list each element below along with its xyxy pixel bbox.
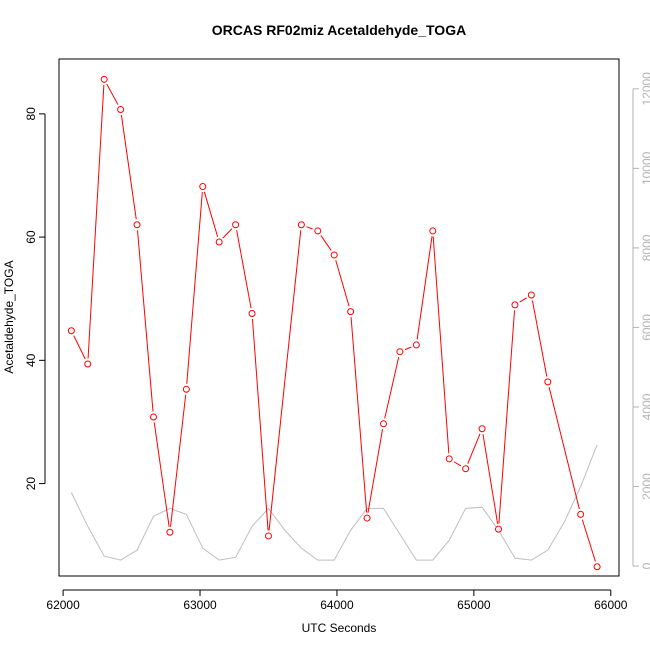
x-axis: 62000 63000 64000 65000 66000	[46, 589, 628, 612]
primary-series-segment	[153, 422, 170, 527]
data-point	[462, 465, 470, 473]
y2-tick-label: 12000	[640, 72, 650, 106]
data-point	[593, 563, 601, 571]
data-point	[363, 514, 371, 522]
y-tick-label: 80	[24, 107, 38, 121]
y2-tick-label: 0	[640, 562, 650, 569]
y-axis-left: 20 40 60 80	[24, 107, 46, 491]
primary-series-segment	[120, 114, 137, 220]
primary-series-segment	[416, 236, 433, 340]
data-point	[117, 106, 125, 114]
data-point	[215, 238, 223, 246]
data-point	[248, 309, 256, 317]
data-point	[379, 420, 387, 428]
data-point	[347, 308, 355, 316]
primary-series-segment	[186, 191, 203, 384]
y2-tick-label: 10000	[640, 151, 650, 185]
data-point	[429, 227, 437, 235]
x-tick-label: 65000	[457, 598, 491, 612]
primary-series-segment	[251, 318, 269, 531]
primary-series-segment	[306, 226, 313, 230]
primary-series-segment	[482, 434, 499, 524]
data-point	[330, 251, 338, 259]
y-tick-label: 60	[24, 230, 38, 244]
y2-tick-label: 6000	[640, 314, 650, 341]
primary-series-segment	[404, 346, 412, 351]
y-axis-right: 0 2000 4000 6000 8000 10000 12000	[632, 72, 650, 569]
primary-series-segment	[137, 230, 154, 412]
primary-series-segment	[268, 230, 302, 531]
primary-series-segment	[548, 387, 580, 510]
primary-series-segment	[367, 429, 384, 513]
data-point	[396, 348, 404, 356]
y2-tick-label: 2000	[640, 473, 650, 500]
primary-series-layer	[67, 75, 601, 571]
y-tick-label: 40	[24, 353, 38, 367]
data-point	[100, 75, 108, 83]
primary-series-segment	[335, 260, 350, 307]
primary-series-segment	[467, 433, 481, 464]
data-point	[577, 510, 585, 518]
data-point	[166, 528, 174, 536]
y-axis-label: Acetaldehyde_TOGA	[2, 260, 16, 373]
data-point	[478, 425, 486, 433]
x-tick-label: 64000	[320, 598, 354, 612]
x-tick-label: 63000	[183, 598, 217, 612]
data-point	[149, 413, 157, 421]
secondary-series-line	[70, 444, 598, 561]
chart-title: ORCAS RF02miz Acetaldehyde_TOGA	[212, 22, 466, 38]
data-point	[133, 221, 141, 229]
secondary-series-layer	[70, 444, 598, 561]
y-tick-label: 20	[24, 477, 38, 491]
data-point	[314, 227, 322, 235]
data-point	[297, 221, 305, 229]
x-tick-label: 66000	[594, 598, 628, 612]
y2-tick-label: 8000	[640, 234, 650, 261]
primary-series-segment	[350, 317, 368, 513]
data-point	[445, 455, 453, 463]
data-point	[199, 183, 207, 191]
data-point	[527, 291, 535, 299]
primary-series-segment	[203, 191, 219, 237]
primary-series-segment	[73, 335, 86, 360]
data-point	[412, 341, 420, 349]
primary-series-segment	[519, 297, 527, 303]
plot-box	[58, 58, 620, 577]
primary-series-segment	[222, 228, 233, 239]
data-point	[232, 221, 240, 229]
primary-series-segment	[87, 84, 105, 359]
x-tick-label: 62000	[46, 598, 80, 612]
data-point	[84, 360, 92, 368]
x-axis-label: UTC Seconds	[302, 621, 377, 635]
primary-series-segment	[581, 519, 596, 562]
data-point	[264, 532, 272, 540]
data-point	[495, 525, 503, 533]
primary-series-segment	[453, 461, 462, 467]
data-point	[544, 378, 552, 386]
data-point	[511, 301, 519, 309]
primary-series-segment	[384, 356, 400, 419]
primary-series-segment	[170, 394, 187, 527]
data-point	[182, 385, 190, 393]
primary-series-segment	[432, 236, 450, 454]
primary-series-segment	[531, 300, 548, 377]
primary-series-segment	[106, 83, 119, 105]
primary-series-segment	[320, 235, 332, 251]
data-point	[67, 327, 75, 335]
y2-tick-label: 4000	[640, 393, 650, 420]
primary-series-segment	[236, 230, 252, 309]
primary-series-segment	[498, 310, 516, 524]
